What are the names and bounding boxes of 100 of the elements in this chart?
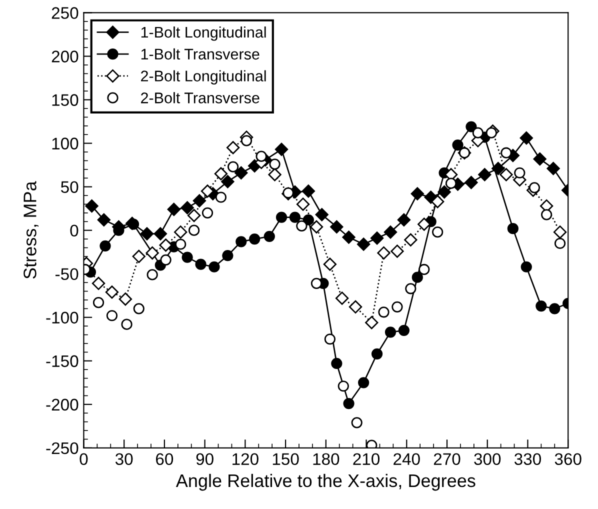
point (549, 303, 560, 314)
point (133, 303, 144, 314)
x-axis-title: Angle Relative to the X-axis, Degrees (176, 474, 476, 491)
point (222, 250, 234, 262)
y-tick-label: 50 (60, 181, 78, 194)
point (324, 334, 336, 345)
point (302, 184, 316, 198)
point (338, 380, 349, 392)
y-tick-label: -100 (46, 312, 78, 324)
x-tick-label: 0 (80, 453, 88, 466)
point (378, 306, 390, 318)
point (553, 225, 567, 239)
point (276, 212, 288, 223)
point (202, 207, 214, 218)
point (330, 220, 344, 234)
y-tick-label: -250 (46, 442, 78, 454)
point (478, 168, 492, 182)
point (348, 300, 362, 314)
point (370, 232, 384, 245)
point (520, 131, 533, 145)
point (351, 417, 362, 428)
legend-label: 1-Bolt Transverse (141, 48, 260, 60)
point (323, 258, 337, 271)
point (214, 167, 228, 180)
y-tick-label: 150 (52, 94, 78, 106)
point (384, 225, 398, 239)
point (343, 398, 354, 410)
y-tick-label: 0 (70, 224, 78, 237)
y-tick-label: 200 (52, 50, 78, 62)
x-tick-label: 270 (434, 453, 460, 466)
point (268, 168, 282, 182)
x-tick-label: 150 (272, 453, 299, 466)
point (146, 246, 159, 260)
point (167, 202, 180, 216)
point (432, 226, 444, 238)
point (536, 300, 547, 312)
legend-label: 1-Bolt Longitudinal (141, 26, 266, 41)
point (342, 230, 356, 244)
point (472, 127, 484, 138)
point (528, 182, 540, 194)
point (188, 224, 200, 236)
point (520, 261, 532, 272)
point (274, 142, 288, 156)
point (418, 264, 430, 276)
point (296, 198, 310, 211)
point (418, 218, 431, 231)
point (554, 238, 566, 249)
point (92, 297, 104, 308)
point (154, 227, 167, 240)
point (356, 238, 370, 251)
point (546, 162, 560, 176)
point (296, 220, 308, 232)
point (431, 195, 444, 208)
point (236, 236, 247, 248)
legend-label: 2-Bolt Longitudinal (141, 70, 266, 84)
point (500, 168, 513, 182)
point (195, 258, 206, 270)
point (97, 213, 110, 226)
point (390, 244, 404, 258)
point (392, 301, 403, 312)
point (118, 292, 132, 306)
point (132, 250, 146, 264)
point (365, 316, 378, 330)
point (466, 121, 477, 132)
point (310, 278, 322, 289)
point (371, 348, 383, 360)
point (180, 201, 194, 214)
point (92, 276, 106, 290)
x-tick-label: 120 (232, 453, 258, 466)
point (464, 176, 478, 190)
point (234, 166, 248, 180)
y-tick-label: -200 (46, 398, 78, 411)
point (445, 178, 457, 189)
point (226, 141, 240, 154)
y-tick-label: -150 (46, 355, 78, 368)
y-tick-label: 100 (52, 138, 78, 150)
point (269, 158, 280, 170)
point (405, 283, 416, 294)
point (412, 272, 423, 283)
point (514, 167, 526, 178)
y-tick-label: -50 (56, 268, 78, 280)
point (140, 227, 154, 240)
point (215, 192, 227, 203)
point (533, 152, 546, 166)
x-tick-label: 300 (474, 453, 501, 466)
point (106, 310, 118, 322)
point (159, 238, 172, 252)
point (438, 185, 451, 199)
point (492, 162, 505, 176)
point (146, 269, 158, 280)
point (282, 187, 294, 198)
point (397, 213, 411, 226)
x-tick-label: 30 (115, 453, 133, 466)
legend-label: 2-Bolt Transverse (141, 92, 260, 104)
point (100, 240, 111, 252)
point (398, 324, 410, 336)
point (175, 238, 186, 250)
point (174, 225, 188, 239)
point (507, 223, 518, 234)
point (358, 377, 370, 388)
